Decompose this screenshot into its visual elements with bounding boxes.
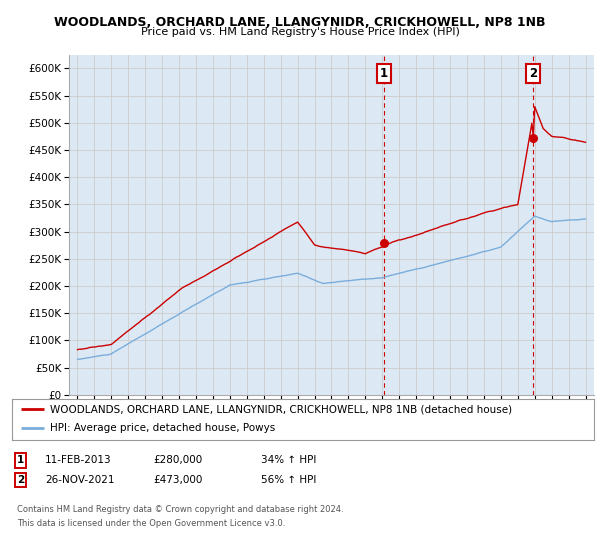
Text: 2: 2 (529, 67, 538, 81)
Text: Contains HM Land Registry data © Crown copyright and database right 2024.: Contains HM Land Registry data © Crown c… (17, 505, 343, 514)
Text: 2: 2 (17, 475, 24, 485)
Text: 1: 1 (380, 67, 388, 81)
Text: 1: 1 (17, 455, 24, 465)
Text: 11-FEB-2013: 11-FEB-2013 (45, 455, 112, 465)
Text: WOODLANDS, ORCHARD LANE, LLANGYNIDR, CRICKHOWELL, NP8 1NB: WOODLANDS, ORCHARD LANE, LLANGYNIDR, CRI… (54, 16, 546, 29)
Text: 56% ↑ HPI: 56% ↑ HPI (261, 475, 316, 485)
Text: 34% ↑ HPI: 34% ↑ HPI (261, 455, 316, 465)
Text: £473,000: £473,000 (153, 475, 202, 485)
Text: HPI: Average price, detached house, Powys: HPI: Average price, detached house, Powy… (50, 423, 275, 433)
Text: WOODLANDS, ORCHARD LANE, LLANGYNIDR, CRICKHOWELL, NP8 1NB (detached house): WOODLANDS, ORCHARD LANE, LLANGYNIDR, CRI… (50, 404, 512, 414)
Text: 26-NOV-2021: 26-NOV-2021 (45, 475, 115, 485)
Text: Price paid vs. HM Land Registry's House Price Index (HPI): Price paid vs. HM Land Registry's House … (140, 27, 460, 37)
Text: This data is licensed under the Open Government Licence v3.0.: This data is licensed under the Open Gov… (17, 519, 285, 528)
Text: £280,000: £280,000 (153, 455, 202, 465)
